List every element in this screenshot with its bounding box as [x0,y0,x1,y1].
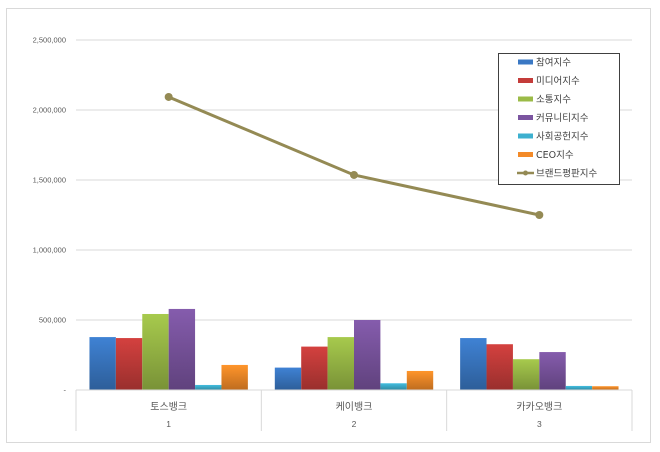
y-axis: - 500,000 1,000,000 1,500,000 2,000,000 2,500… [33,36,67,395]
bar-참여지수 [274,367,302,390]
line-브랜드평판지수 [168,95,540,217]
bar-커뮤니티지수 [539,352,566,390]
legend-label: 소통지수 [536,95,571,106]
legend-swatch [518,59,533,65]
legend-label: 참여지수 [536,57,571,69]
category-label: 카카오뱅크 [516,401,562,413]
y-tick-label: 2,500,000 [33,36,66,45]
bar-참여지수 [89,337,116,390]
bar-사회공헌지수 [565,385,593,390]
x-axis: 토스뱅크 1 케이뱅크 2 카카오뱅크 3 [75,389,633,431]
line-marker [350,170,358,179]
bar-커뮤니티지수 [168,308,196,390]
category-sublabel: 3 [537,419,542,429]
legend-label: 커뮤니티지수 [536,113,589,124]
legend-swatch [518,78,533,83]
bar-CEO지수 [592,386,619,390]
legend-swatch [518,96,533,102]
bar-소통지수 [512,359,540,390]
bar-사회공헌지수 [380,383,407,390]
bar-CEO지수 [406,370,434,390]
y-tick-label: 2,000,000 [33,106,66,115]
category-sublabel: 1 [166,419,171,429]
bar-소통지수 [142,313,169,390]
category-label: 케이뱅크 [336,401,373,413]
bar-미디어지수 [301,346,328,390]
legend-swatch-marker [523,170,528,176]
y-tick-label: 1,500,000 [33,176,66,185]
legend-swatch [518,115,533,120]
legend-label: 사회공헌지수 [536,132,589,143]
y-tick-label: - [64,386,67,395]
legend-label: 브랜드평판지수 [536,169,597,180]
bar-series [89,308,619,390]
y-tick-label: 1,000,000 [33,246,66,255]
bar-참여지수 [460,338,487,390]
bar-커뮤니티지수 [354,320,381,390]
bar-사회공헌지수 [195,384,222,390]
bar-CEO지수 [221,364,248,390]
legend-swatch [518,133,533,139]
line-marker [535,211,544,219]
line-marker [164,92,173,101]
legend-label: 미디어지수 [536,76,580,87]
legend-swatch [518,152,533,157]
bar-미디어지수 [115,338,143,390]
y-tick-label: 500,000 [39,316,66,325]
legend-label: CEO지수 [536,150,574,161]
bar-소통지수 [327,337,354,390]
line-series [164,92,544,219]
category-label: 토스뱅크 [150,401,187,413]
category-sublabel: 2 [352,419,357,429]
bar-미디어지수 [486,344,513,390]
